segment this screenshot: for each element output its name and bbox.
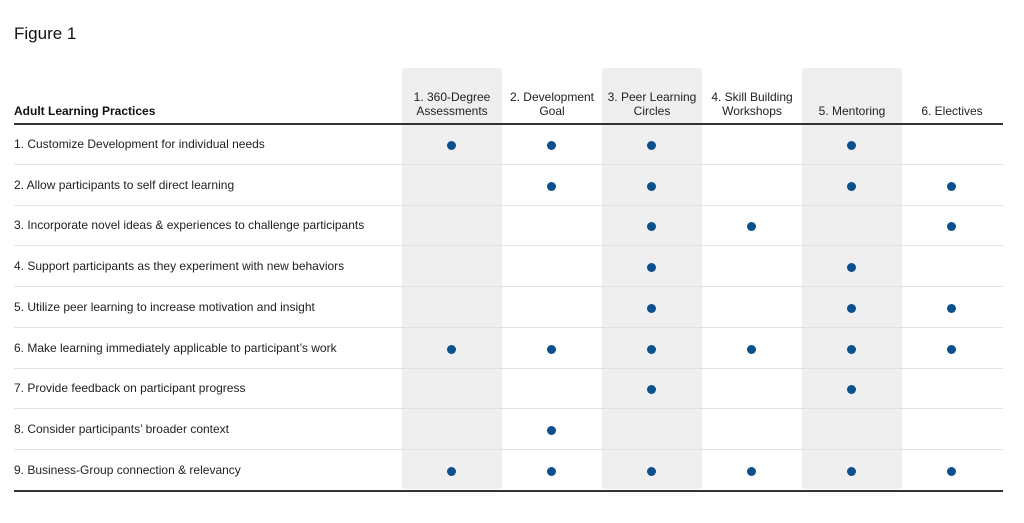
table-header: Adult Learning Practices 1. 360-Degree As… xyxy=(14,68,1003,125)
column-header-line2: 5. Mentoring xyxy=(818,104,886,118)
dot-marker-icon xyxy=(447,466,456,476)
table-row: 8. Consider participants’ broader contex… xyxy=(14,409,1003,450)
column-shade-5 xyxy=(802,68,902,489)
table-row: 4. Support participants as they experime… xyxy=(14,246,1003,288)
column-header-line1: 3. Peer Learning xyxy=(607,90,697,104)
dot-marker-icon xyxy=(547,344,556,354)
dot-marker-icon xyxy=(647,222,656,232)
dot-marker-icon xyxy=(447,141,456,150)
dot-marker-icon xyxy=(947,222,956,232)
column-header-mentoring: 5. Mentoring xyxy=(802,104,902,118)
column-header-line1: 2. Development xyxy=(509,90,595,104)
table-row: 2. Allow participants to self direct lea… xyxy=(14,165,1003,206)
column-header-line2: Workshops xyxy=(722,104,782,118)
table-row: 6. Make learning immediately applicable … xyxy=(14,328,1003,369)
dot-marker-icon xyxy=(647,466,656,476)
column-header-line1: 4. Skill Building xyxy=(711,90,793,104)
dot-marker-icon xyxy=(747,222,756,232)
dot-marker-icon xyxy=(847,141,856,150)
column-header-line1: 1. 360-Degree xyxy=(413,90,491,104)
dot-marker-icon xyxy=(447,344,456,354)
column-shade-3 xyxy=(602,68,702,489)
dot-marker-icon xyxy=(847,303,856,313)
dot-marker-icon xyxy=(947,303,956,313)
dot-marker-icon xyxy=(547,466,556,476)
table-row: 9. Business-Group connection & relevancy xyxy=(14,450,1003,492)
column-header-electives: 6. Electives xyxy=(902,104,1002,118)
dot-marker-icon xyxy=(847,181,856,191)
row-label: 5. Utilize peer learning to increase mot… xyxy=(14,299,315,314)
dot-marker-icon xyxy=(947,466,956,476)
table-row: 7. Provide feedback on participant progr… xyxy=(14,368,1003,410)
dot-marker-icon xyxy=(647,263,656,273)
row-label: 2. Allow participants to self direct lea… xyxy=(14,177,235,192)
row-label: 9. Business-Group connection & relevancy xyxy=(14,462,241,477)
dot-marker-icon xyxy=(847,466,856,476)
column-header-line2: Assessments xyxy=(416,104,488,118)
dot-marker-icon xyxy=(647,344,656,354)
dot-marker-icon xyxy=(647,141,656,150)
row-label: 3. Incorporate novel ideas & experiences… xyxy=(14,218,365,233)
column-header-line2: Goal xyxy=(539,104,565,118)
row-header-label: Adult Learning Practices xyxy=(14,104,156,118)
row-label: 7. Provide feedback on participant progr… xyxy=(14,381,246,396)
row-label: 4. Support participants as they experime… xyxy=(14,259,345,274)
dot-marker-icon xyxy=(947,181,956,191)
table-row: 1. Customize Development for individual … xyxy=(14,124,1003,165)
dot-marker-icon xyxy=(647,385,656,395)
column-header-development-goal: 2. Development Goal xyxy=(502,90,602,118)
column-header-360-degree-assessments: 1. 360-Degree Assessments xyxy=(402,90,502,118)
column-header-line2: Circles xyxy=(633,104,671,118)
dot-marker-icon xyxy=(847,344,856,354)
dot-marker-icon xyxy=(547,181,556,191)
row-label: 1. Customize Development for individual … xyxy=(14,137,265,151)
dot-marker-icon xyxy=(647,303,656,313)
dot-marker-icon xyxy=(547,425,556,435)
dot-marker-icon xyxy=(947,344,956,354)
column-header-line2: 6. Electives xyxy=(921,104,983,118)
row-label: 8. Consider participants’ broader contex… xyxy=(14,421,230,436)
dot-marker-icon xyxy=(847,263,856,273)
dot-marker-icon xyxy=(747,344,756,354)
figure-title: Figure 1 xyxy=(14,24,77,43)
column-shade-1 xyxy=(402,68,502,489)
dot-marker-icon xyxy=(647,181,656,191)
column-header-skill-building-workshops: 4. Skill Building Workshops xyxy=(702,90,802,118)
row-label: 6. Make learning immediately applicable … xyxy=(14,340,337,355)
table-row: 3. Incorporate novel ideas & experiences… xyxy=(14,205,1003,247)
dot-marker-icon xyxy=(847,385,856,395)
dot-marker-icon xyxy=(547,141,556,150)
table-row: 5. Utilize peer learning to increase mot… xyxy=(14,287,1003,328)
dot-marker-icon xyxy=(747,466,756,476)
column-header-peer-learning-circles: 3. Peer Learning Circles xyxy=(602,90,702,118)
